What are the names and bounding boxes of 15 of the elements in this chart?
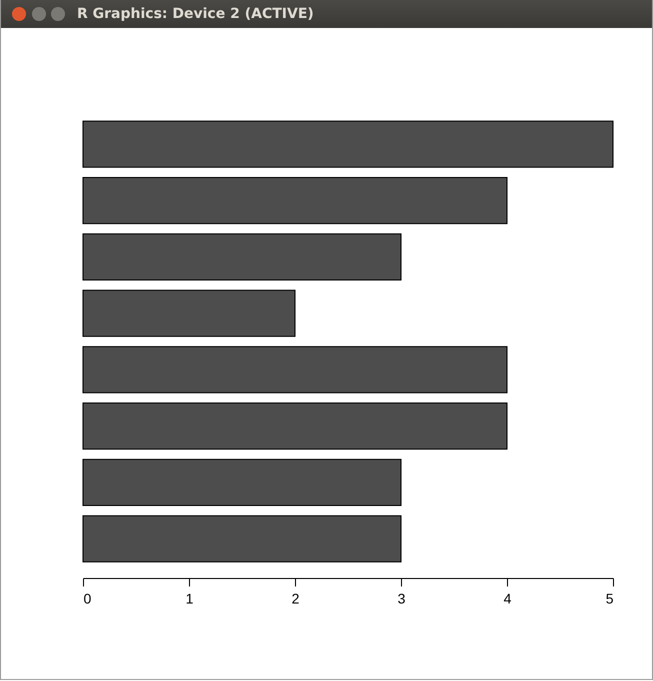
bar (82, 233, 402, 281)
bar (82, 346, 508, 394)
bar (82, 290, 296, 337)
bar (82, 402, 508, 450)
x-tick-label: 4 (504, 590, 512, 606)
chart-title: R Graphics: Device 2 (ACTIVE) (77, 6, 314, 22)
bar (82, 458, 402, 506)
bar (82, 120, 614, 168)
x-tick-label: 1 (186, 590, 194, 606)
x-tick-label: 2 (292, 590, 300, 606)
x-tick-label: 5 (606, 590, 614, 606)
x-tick-label: 0 (84, 590, 92, 606)
x-tick-label: 3 (398, 590, 406, 606)
bar (82, 515, 402, 562)
bar (82, 176, 508, 224)
